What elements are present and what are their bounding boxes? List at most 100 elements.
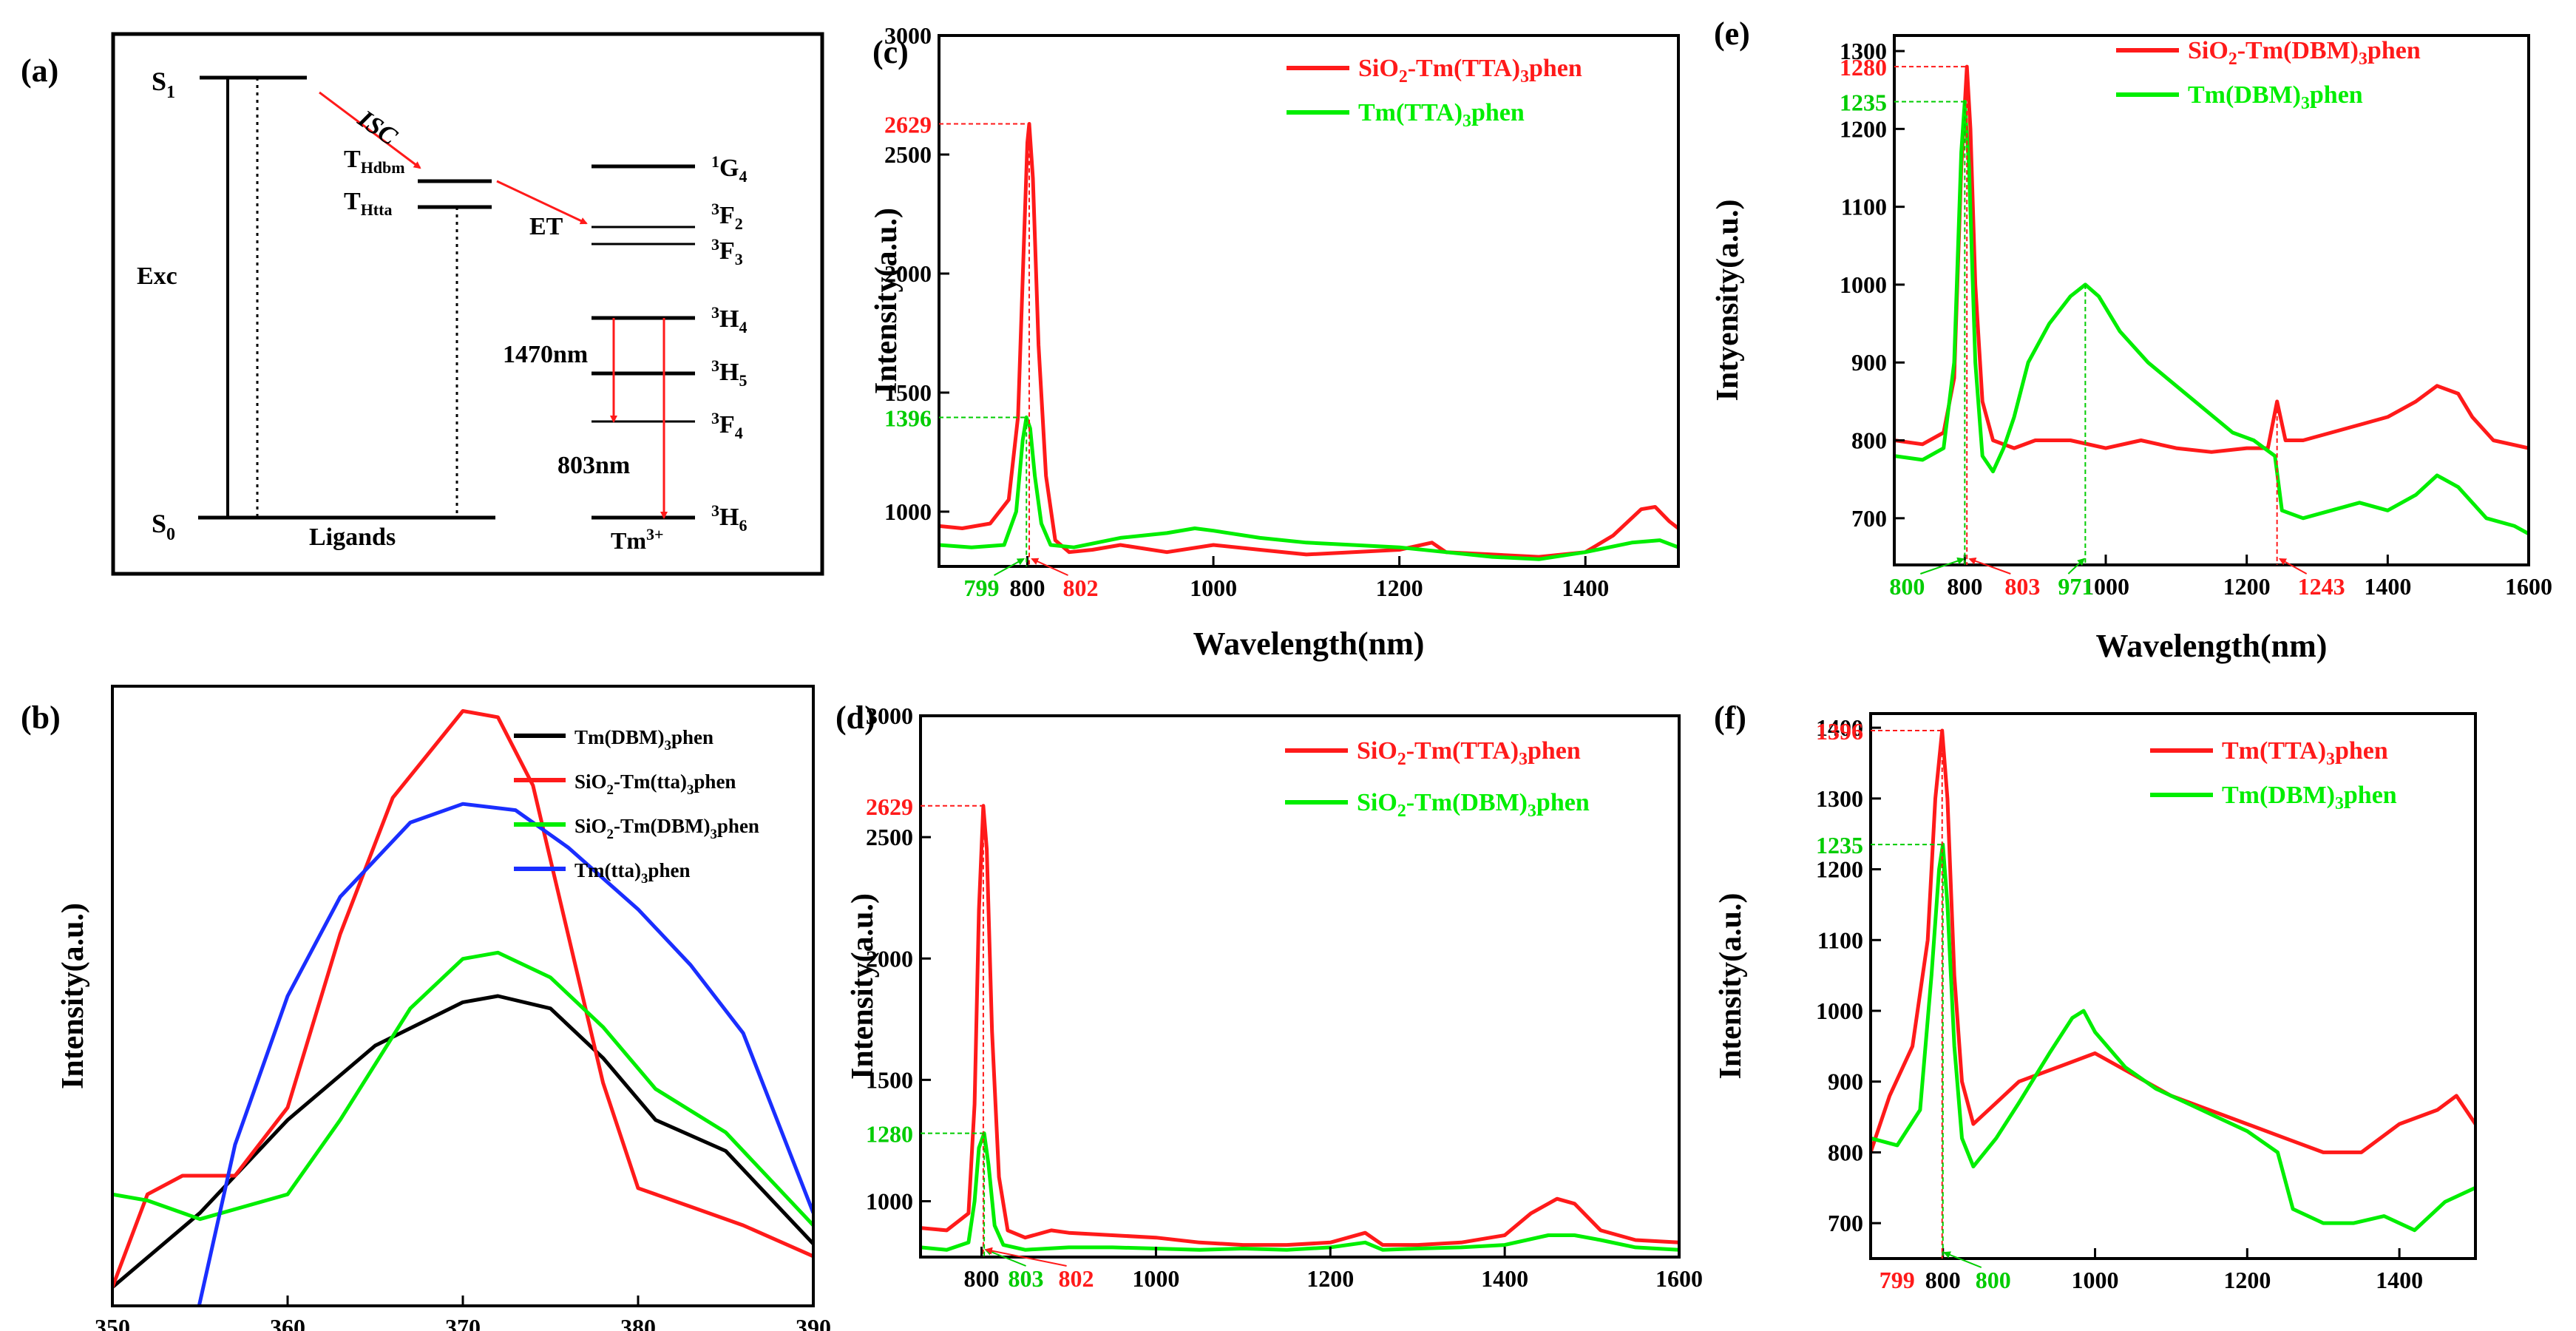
panel-c-label: (c): [872, 34, 909, 70]
series-line-e-1: [1894, 100, 2529, 536]
x-annot-arrow-971: [2067, 558, 2085, 575]
chart-d: 800 1000 1200 1400 1600 1000 1500 2000 2500 3000 I…: [846, 702, 1703, 1292]
legend-text-part: 2: [2228, 50, 2237, 69]
label-1470nm: 1470nm: [503, 341, 588, 368]
x-tick-label-e: 1200: [2223, 573, 2271, 600]
legend-text-part: phen: [717, 815, 759, 837]
legend-text-part: 3: [664, 738, 671, 753]
y-tick-label-e: 800: [1851, 427, 1887, 454]
y-axis-label-e: Intyensity(a.u.): [1711, 199, 1745, 401]
series-line-c-0: [939, 122, 1678, 559]
label-3h5: 3H5: [711, 356, 747, 390]
legend-text-part: 3: [1520, 67, 1529, 87]
legend-label-d: SiO2-Tm(TTA)3phen: [1357, 737, 1581, 769]
legend-label-e: SiO2-Tm(DBM)3phen: [2188, 37, 2421, 69]
legend-label-b: Tm(DBM)3phen: [574, 726, 714, 753]
x-annot-971: 971: [2058, 573, 2093, 600]
series-line-c-1: [939, 415, 1678, 561]
legend-text-part: SiO: [2188, 37, 2228, 64]
y-tick-label-f: 1200: [1816, 856, 1863, 883]
plot-frame-c: [938, 34, 1680, 568]
legend-text-part: 3: [1528, 802, 1536, 821]
y-tick-label-e: 1100: [1841, 194, 1887, 220]
x-annot-arrow-green: [994, 558, 1025, 576]
legend-text-part: phen: [694, 771, 736, 793]
legend-text-part: SiO: [1358, 55, 1399, 82]
x-tick-label-f: 1200: [2223, 1267, 2271, 1293]
label-ligands: Ligands: [309, 524, 396, 551]
x-axis-label-e: Wavelength(nm): [2096, 628, 2328, 664]
x-annot-mid: 800: [1925, 1267, 1961, 1293]
x-annot-arrow-green: [1942, 1251, 1982, 1268]
legend-text-part: 3: [2335, 794, 2344, 813]
x-tick-label-e: 1400: [2364, 573, 2411, 600]
legend-text-part: Tm(tta): [574, 859, 641, 881]
label-803nm: 803nm: [557, 452, 630, 479]
legend-text-part: 2: [607, 782, 614, 798]
y-axis-label-c: Intensity(a.u.): [870, 208, 904, 394]
x-tick-label-d: 1400: [1481, 1265, 1528, 1292]
peak-label-red-d: 2629: [866, 793, 913, 820]
label-et: ET: [529, 213, 563, 240]
x-tick-label-c: 1400: [1562, 575, 1609, 601]
legend-text-part: 2: [1397, 750, 1406, 769]
x-annot-green: 803: [1009, 1265, 1044, 1292]
y-tick-label-f: 1400: [1816, 714, 1863, 741]
peak-label-red-c: 2629: [884, 111, 932, 138]
x-tick-label-d: 800: [964, 1265, 1000, 1292]
legend-text-part: phen: [2344, 782, 2397, 809]
x-tick-label-b: 390: [796, 1314, 831, 1331]
legend-text-part: SiO: [1357, 737, 1397, 765]
legend-text-part: -Tm(DBM): [2237, 37, 2359, 64]
x-tick-label-f: 1000: [2072, 1267, 2119, 1293]
legend-text-part: SiO: [574, 771, 607, 793]
y-tick-label-c: 3000: [884, 22, 932, 49]
legend-text-part: phen: [1471, 99, 1525, 126]
x-annot-green: 800: [1889, 573, 1925, 600]
legend-text-part: SiO: [574, 815, 607, 837]
series-line-d-0: [921, 804, 1679, 1247]
x-tick-label-b: 350: [95, 1314, 130, 1331]
y-tick-label-c: 2500: [884, 141, 932, 168]
label-thtta: THtta: [344, 188, 392, 219]
series-line-f-1: [1871, 842, 2475, 1233]
x-annot-arrow-red: [984, 1247, 1067, 1267]
et-arrow: [496, 180, 588, 225]
panel-b-label: (b): [21, 700, 61, 736]
y-tick-label-d: 3000: [866, 702, 913, 729]
panel-a-frame: [111, 32, 824, 576]
legend-text-part: Tm(TTA): [2222, 737, 2326, 765]
x-annot-green: 800: [1976, 1267, 2011, 1293]
legend-text-part: Tm(DBM): [574, 726, 664, 748]
legend-label-f: Tm(TTA)3phen: [2222, 737, 2388, 769]
legend-text-part: phen: [1528, 737, 1581, 765]
plot-frame-f: [1869, 712, 2477, 1260]
legend-text-part: phen: [671, 726, 714, 748]
x-tick-label-b: 360: [270, 1314, 305, 1331]
x-annot-arrow-red: [1031, 558, 1068, 576]
x-tick-label-b: 380: [620, 1314, 656, 1331]
legend-text-part: phen: [1529, 55, 1582, 82]
x-annot-green: 799: [963, 575, 999, 601]
legend-label-e: Tm(DBM)3phen: [2188, 81, 2363, 113]
x-tick-label-c: 1000: [1190, 575, 1237, 601]
x-annot-arrow-1243: [2278, 558, 2308, 575]
legend-text-part: -Tm(tta): [614, 771, 687, 793]
panel-f-label: (f): [1714, 700, 1746, 736]
series-line-b-2: [112, 950, 813, 1227]
y-axis-label-b: Intensity(a.u.): [56, 903, 90, 1089]
peak-label-green-e: 1235: [1840, 89, 1887, 116]
y-tick-label-d: 1500: [866, 1066, 913, 1093]
legend-text-part: -Tm(DBM): [614, 815, 710, 837]
legend-text-part: -Tm(TTA): [1408, 55, 1520, 82]
label-3f4: 3F4: [711, 409, 743, 442]
label-thdbm: THdbm: [344, 146, 405, 177]
y-tick-label-f: 800: [1828, 1139, 1863, 1165]
label-exc: Exc: [137, 263, 177, 290]
series-line-b-0: [112, 994, 813, 1289]
panel-d-label: (d): [835, 700, 875, 736]
legend-label-b: SiO2-Tm(DBM)3phen: [574, 815, 759, 842]
x-annot-arrow-green: [1920, 557, 1965, 575]
series-line-b-3: [197, 802, 813, 1306]
